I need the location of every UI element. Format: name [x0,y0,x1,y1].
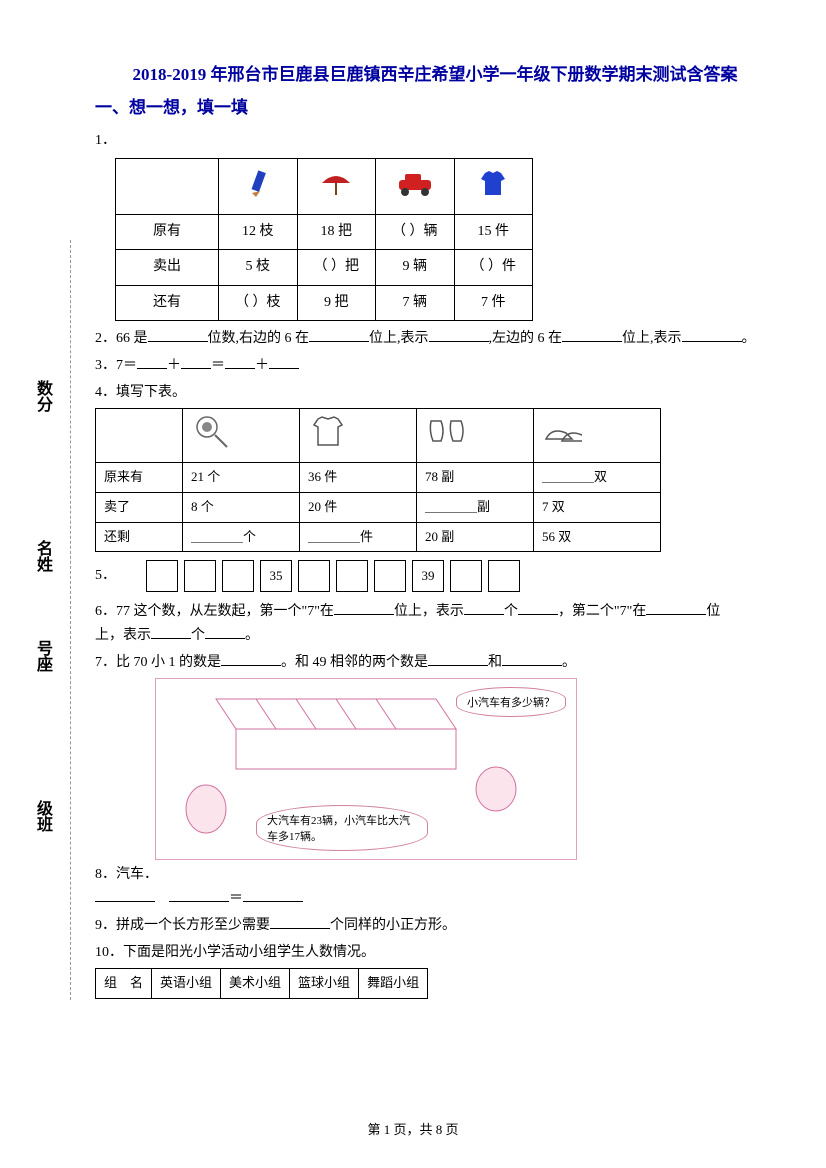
q2-num: 2． [95,331,116,346]
question-6: 6．77 这个数，从左数起，第一个"7"在位上，表示个，第二个"7"在位 上，表… [95,600,775,647]
q4-r1-label: 原来有 [96,462,183,492]
q1-cell: （ ）件 [454,250,533,285]
q6-num: 6． [95,604,116,619]
blank[interactable] [148,327,208,342]
q4-r3-label: 还剩 [96,522,183,552]
box: 35 [260,560,292,592]
q1-cell: （ ）把 [297,250,376,285]
q8-num: 8． [95,867,116,882]
blank[interactable] [334,600,394,615]
question-2: 2．66 是位数,右边的 6 在位上,表示,左边的 6 在位上,表示。 [95,327,775,350]
box[interactable] [146,560,178,592]
q4-table: 原来有 21 个 36 件 78 副 ＿＿＿＿双 卖了 8 个 20 件 ＿＿＿… [95,408,661,552]
q5-boxes: 35 39 [146,560,520,592]
q1-r2-label: 卖出 [116,250,219,285]
page-title: 2018-2019 年邢台市巨鹿县巨鹿镇西辛庄希望小学一年级下册数学期末测试含答… [95,60,775,85]
blank[interactable] [429,327,489,342]
gloves-icon [425,413,465,449]
q1-num: 1． [95,133,116,148]
sidebar-name: 名姓 [30,540,54,572]
candy-icon [191,413,231,449]
question-4: 4．填写下表。 原来有 21 个 36 件 78 副 ＿＿＿＿双 卖了 8 个 … [95,382,775,553]
sidebar-seat: 号座 [30,640,54,672]
main-content: 2018-2019 年邢台市巨鹿县巨鹿镇西辛庄希望小学一年级下册数学期末测试含答… [95,60,775,1003]
q9-num: 9． [95,918,116,933]
q8-illustration: 小汽车有多少辆？ 大汽车有23辆，小汽车比大汽车多17辆。 [155,678,577,860]
blank[interactable] [646,600,706,615]
section-1-title: 一、想一想，填一填 [95,93,775,118]
page-footer: 第 1 页，共 8 页 [0,1119,826,1138]
shoes-icon [542,416,582,452]
box[interactable] [450,560,482,592]
car-icon [395,166,435,202]
question-3: 3．7＝＋＝＋ [95,354,775,377]
q1-cell: （ ）枝 [219,285,298,320]
cloud-2: 大汽车有23辆，小汽车比大汽车多17辆。 [256,805,428,851]
sidebar: 数分 名姓 号座 级班 [30,240,71,1000]
blank[interactable] [428,651,488,666]
q3-num: 3． [95,358,116,373]
q1-cell: 7 件 [454,285,533,320]
pencil-icon [238,165,278,201]
q1-cell: 12 枝 [219,214,298,249]
q1-cell: （ ）辆 [376,214,455,249]
blank[interactable] [309,327,369,342]
question-1: 1． 原有 12 枝 18 把 （ ）辆 15 件 卖出 5 枝 （ ）把 9 … [95,130,775,321]
q1-cell: 9 辆 [376,250,455,285]
blank[interactable] [95,887,155,902]
q1-cell: 18 把 [297,214,376,249]
question-8: 8．汽车． ＝ [95,864,775,910]
umbrella-icon [316,165,356,201]
blank[interactable] [243,887,303,902]
q1-r1-label: 原有 [116,214,219,249]
sidebar-score: 数分 [30,380,54,412]
blank[interactable] [562,327,622,342]
shirt-icon [473,165,513,201]
blank[interactable] [270,914,330,929]
blank[interactable] [682,327,742,342]
q7-num: 7． [95,655,116,670]
q1-cell: 15 件 [454,214,533,249]
q5-num: 5． [95,565,116,587]
sidebar-class: 级班 [30,800,54,832]
q1-cell: 7 辆 [376,285,455,320]
q10-num: 10． [95,945,123,960]
blank[interactable] [169,887,229,902]
box[interactable] [298,560,330,592]
q10-table: 组 名 英语小组 美术小组 篮球小组 舞蹈小组 [95,968,428,999]
question-9: 9．拼成一个长方形至少需要个同样的小正方形。 [95,914,775,937]
blank[interactable] [502,651,562,666]
blank[interactable] [137,354,167,369]
blank[interactable] [151,624,191,639]
box[interactable] [374,560,406,592]
q4-r2-label: 卖了 [96,492,183,522]
question-10: 10．下面是阳光小学活动小组学生人数情况。 组 名 英语小组 美术小组 篮球小组… [95,942,775,999]
blank[interactable] [181,354,211,369]
blank[interactable] [464,600,504,615]
q1-table: 原有 12 枝 18 把 （ ）辆 15 件 卖出 5 枝 （ ）把 9 辆 （… [115,158,533,321]
q1-cell: 5 枝 [219,250,298,285]
q4-num: 4． [95,385,116,400]
box[interactable] [488,560,520,592]
blank[interactable] [518,600,558,615]
box: 39 [412,560,444,592]
blank[interactable] [221,651,281,666]
shirt2-icon [308,413,348,449]
q1-cell: 9 把 [297,285,376,320]
blank[interactable] [205,624,245,639]
box[interactable] [336,560,368,592]
question-5: 5． 35 39 [95,556,775,596]
box[interactable] [184,560,216,592]
cloud-1: 小汽车有多少辆？ [456,687,566,717]
question-7: 7．比 70 小 1 的数是。和 49 相邻的两个数是和。 [95,651,775,674]
blank[interactable] [269,354,299,369]
box[interactable] [222,560,254,592]
blank[interactable] [225,354,255,369]
q1-r3-label: 还有 [116,285,219,320]
